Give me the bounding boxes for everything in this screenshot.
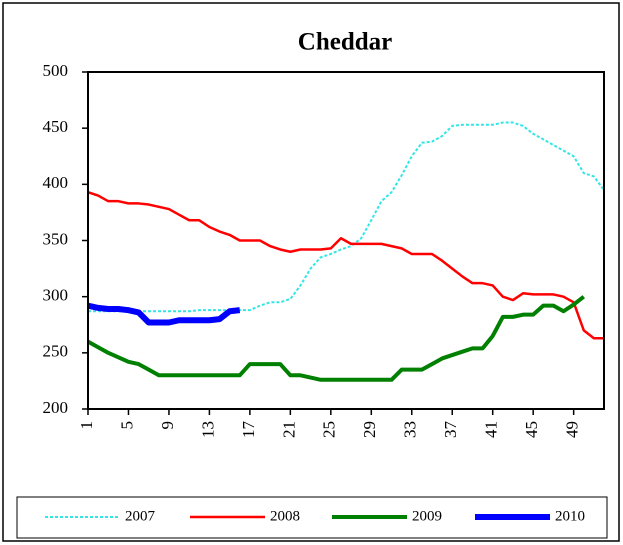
x-tick-label: 41 <box>482 421 501 438</box>
y-tick-label: 500 <box>43 61 69 80</box>
plot-frame <box>87 71 605 410</box>
x-tick-label: 9 <box>158 421 177 430</box>
x-tick-label: 17 <box>239 421 258 439</box>
x-tick-label: 13 <box>198 421 217 438</box>
series-line <box>87 295 585 382</box>
x-tick-label: 29 <box>360 421 379 438</box>
x-tick-label: 1 <box>77 421 96 430</box>
y-tick-label: 450 <box>43 117 69 136</box>
series-line <box>87 302 241 326</box>
legend-label: 2007 <box>125 508 156 524</box>
y-tick-label: 200 <box>43 398 69 417</box>
chart-title: Cheddar <box>298 29 392 56</box>
legend-label: 2008 <box>270 508 300 524</box>
y-tick-label: 300 <box>43 286 69 305</box>
x-tick-label: 45 <box>522 421 541 438</box>
y-tick-label: 400 <box>43 173 69 192</box>
x-tick-label: 5 <box>117 421 136 430</box>
x-tick-label: 21 <box>279 421 298 438</box>
x-tick-label: 49 <box>563 421 582 438</box>
x-tick-label: 37 <box>441 421 460 439</box>
x-tick-label: 33 <box>401 421 420 438</box>
legend-label: 2010 <box>555 508 585 524</box>
x-tick-label: 25 <box>320 421 339 438</box>
series-line <box>87 191 604 340</box>
y-tick-label: 250 <box>43 342 69 361</box>
legend-label: 2009 <box>412 508 442 524</box>
y-tick-label: 350 <box>43 229 69 248</box>
series-line <box>88 121 605 313</box>
